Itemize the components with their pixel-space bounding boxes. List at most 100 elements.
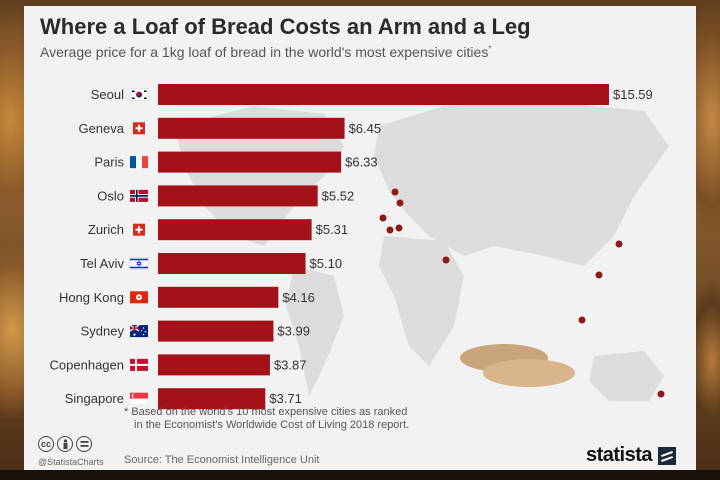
flag-trigram — [144, 97, 147, 99]
bar-tel-aviv — [158, 253, 306, 274]
bars-layer: $15.59 Seoul $6.45 Geneva $6.33 Paris $5.52 Osl… — [50, 84, 653, 410]
value-label-hong-kong: $4.16 — [282, 290, 315, 305]
flag-trigram — [132, 90, 135, 92]
flag-cross-h — [130, 363, 148, 366]
bar-sydney — [158, 320, 274, 342]
map-australia — [589, 351, 664, 401]
statista-logo: statista — [586, 444, 676, 467]
city-dot-hong-kong — [595, 271, 603, 279]
map-north-america — [174, 106, 344, 246]
map-south-america — [286, 266, 344, 396]
bar-oslo — [158, 185, 318, 207]
bread-loaf-front — [483, 359, 575, 387]
chart-title: Where a Loaf of Bread Costs an Arm and a… — [40, 14, 531, 39]
category-label-zurich: Zurich — [88, 222, 124, 237]
value-label-sydney: $3.99 — [277, 324, 310, 339]
photo-bottom-strip — [0, 470, 720, 480]
singapore-flag-icon — [129, 392, 149, 405]
city-dot-zurich — [386, 226, 394, 234]
france-flag-icon — [130, 156, 148, 169]
city-dot-seoul — [615, 240, 623, 248]
flag-stripe-top — [130, 258, 148, 261]
brand-name: statista — [585, 444, 653, 466]
category-label-paris: Paris — [94, 155, 124, 170]
switzerland-flag-icon — [133, 122, 145, 135]
bar-chart: $15.59 Seoul $6.45 Geneva $6.33 Paris $5.52 Osl… — [50, 84, 669, 410]
flag-star — [140, 330, 143, 332]
flag-cross-h-blue — [130, 195, 148, 197]
category-label-copenhagen: Copenhagen — [50, 357, 124, 372]
map-europe-asia — [374, 101, 669, 266]
statista-mark-icon — [658, 446, 676, 465]
infographic-card: $15.59 Seoul $6.45 Geneva $6.33 Paris $5.52 Osl… — [24, 6, 696, 470]
value-label-zurich: $5.31 — [316, 222, 349, 237]
flag-cross-h — [135, 127, 143, 130]
map-africa — [379, 236, 464, 366]
category-label-singapore: Singapore — [65, 391, 124, 406]
city-dot-singapore — [578, 316, 586, 324]
flag-stripe-white — [136, 156, 142, 169]
flag-star — [142, 333, 145, 336]
category-label-sydney: Sydney — [81, 324, 125, 339]
footnote: * Based on the world's 10 most expensive… — [124, 406, 544, 432]
cc-icon: cc — [38, 436, 54, 452]
bar-seoul — [158, 84, 609, 105]
city-markers — [379, 188, 665, 398]
city-dot-geneva — [395, 224, 403, 232]
bar-zurich — [158, 219, 312, 241]
flag-top-red — [130, 392, 148, 399]
flag-star-down — [136, 261, 142, 267]
value-label-seoul: $15.59 — [613, 87, 653, 102]
footnote-line-1: * Based on the world's 10 most expensive… — [124, 406, 408, 418]
chart-subtitle: Average price for a 1kg loaf of bread in… — [40, 44, 491, 60]
bar-singapore — [158, 388, 266, 410]
value-label-copenhagen: $3.87 — [274, 357, 307, 372]
city-dot-sydney — [657, 390, 665, 398]
category-label-seoul: Seoul — [91, 87, 124, 102]
flag-stripe-blue — [130, 156, 136, 169]
statista-handle: @StatistaCharts — [38, 457, 104, 467]
flag-star-up — [136, 260, 142, 266]
flag-crescent-inner — [133, 393, 137, 398]
subtitle-footnote-mark: * — [488, 44, 492, 54]
bar-copenhagen — [158, 354, 270, 376]
flag-stripe-red — [142, 156, 148, 169]
flag-trigram — [144, 90, 147, 92]
flag-star — [133, 333, 136, 336]
subtitle-text: Average price for a 1kg loaf of bread in… — [40, 44, 489, 60]
nd-icon — [76, 436, 92, 452]
switzerland-flag-icon — [133, 223, 145, 236]
flag-stripe-bottom — [130, 266, 148, 269]
flag-field — [129, 257, 149, 270]
license-icons: cc — [38, 436, 92, 452]
bar-hong-kong — [158, 286, 279, 308]
category-label-oslo: Oslo — [97, 188, 124, 203]
city-dot-oslo — [391, 188, 399, 196]
category-label-hong-kong: Hong Kong — [59, 290, 124, 305]
flag-taegeuk-blue — [136, 93, 142, 98]
city-dot-paris — [379, 214, 387, 222]
bread-loaves-illustration — [460, 344, 575, 387]
value-label-paris: $6.33 — [345, 155, 378, 170]
south-korea-flag-icon — [129, 88, 149, 101]
israel-flag-icon — [129, 257, 149, 270]
category-label-tel-aviv: Tel Aviv — [80, 256, 124, 271]
flag-trigram — [132, 97, 135, 99]
flag-bottom-white — [129, 398, 149, 405]
flag-star — [144, 330, 147, 333]
city-dot-tel-aviv — [442, 256, 450, 264]
australia-flag-icon — [129, 324, 148, 338]
norway-flag-icon — [130, 189, 148, 202]
category-label-geneva: Geneva — [78, 121, 124, 136]
value-label-singapore: $3.71 — [269, 391, 302, 406]
hong-kong-flag-icon — [130, 291, 148, 304]
footnote-line-2: in the Economist's Worldwide Cost of Liv… — [134, 419, 410, 431]
world-map-background — [174, 101, 669, 401]
value-label-oslo: $5.52 — [322, 188, 355, 203]
value-label-tel-aviv: $5.10 — [310, 256, 343, 271]
denmark-flag-icon — [130, 358, 148, 371]
flag-star — [142, 327, 145, 329]
value-label-geneva: $6.45 — [349, 121, 382, 136]
bar-geneva — [158, 117, 345, 139]
flag-bauhinia-center — [138, 296, 140, 299]
